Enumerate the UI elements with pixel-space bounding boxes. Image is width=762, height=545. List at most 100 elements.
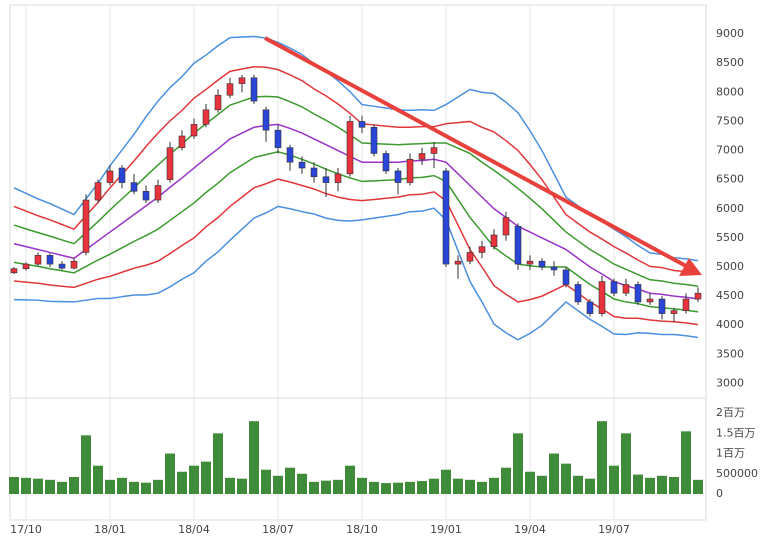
candle-body [262,109,270,131]
y-tick-label: 4000 [716,318,744,331]
volume-bar [45,479,55,494]
x-tick-label: 18/10 [346,523,378,536]
candle-body [694,292,702,300]
volume-bar [441,469,451,494]
volume-bar [681,431,691,494]
candle-body [502,217,510,236]
candle-body [610,281,618,294]
volume-bar [345,465,355,494]
volume-bar [33,478,43,494]
y-tick-label: 5000 [716,260,744,273]
labels: 3000 3500 4000 4500 5000 5500 6000 6500 7000 7500… [10,27,758,536]
band-line [13,150,699,313]
volume-bar [201,461,211,494]
candle-body [22,263,30,270]
candle-body [406,158,414,183]
band-line [13,95,699,287]
x-tick-label: 19/07 [598,523,630,536]
candle-body [82,199,90,253]
candle-body [94,182,102,201]
volume-bar [93,465,103,494]
candles [10,74,702,323]
candle-body [118,167,126,183]
volume-bar [69,477,79,494]
volume-bar [393,482,403,494]
candle-body [418,153,426,160]
y-tick-label: 8500 [716,56,744,69]
volume-bar [489,477,499,494]
candle-body [538,260,546,268]
volume-bar [9,477,19,494]
candle-body [250,77,258,102]
volume-tick-label: 1.5百万 [716,426,756,439]
candle-body [550,266,558,271]
candle-body [586,301,594,314]
volume-bar [117,477,127,494]
y-tick-label: 3000 [716,376,744,389]
y-tick-label: 9000 [716,27,744,40]
candle-body [598,281,606,314]
y-tick-label: 6000 [716,202,744,215]
band-line [13,123,699,300]
volume-bar [501,467,511,494]
volume-bar [141,482,151,494]
candle-body [490,234,498,247]
candle-body [634,284,642,303]
candle-body [454,260,462,265]
bands [13,35,699,341]
volume-bar [693,479,703,494]
candle-body [286,147,294,163]
candle-body [130,182,138,192]
candle-body [10,268,18,274]
volume-bar [165,453,175,494]
volume-bar [573,475,583,494]
y-tick-label: 7500 [716,114,744,127]
candle-body [394,170,402,183]
candle-body [478,246,486,253]
trend-line [264,36,687,268]
volume-bar [297,473,307,494]
candle-body [106,170,114,183]
candle-body [154,185,162,201]
x-tick-label: 19/04 [514,523,546,536]
volume-bar [549,453,559,494]
volume-bar [177,471,187,494]
volume-bar [105,479,115,494]
y-tick-label: 5500 [716,231,744,244]
candle-body [178,135,186,148]
candle-body [310,167,318,178]
candle-body [58,263,66,269]
x-tick-label: 18/01 [94,523,126,536]
candle-body [442,170,450,265]
volume-bar [261,469,271,494]
candle-body [190,124,198,137]
volume-bar [513,433,523,494]
y-tick-label: 4500 [716,289,744,302]
volume-tick-label: 1百万 [716,447,745,460]
candle-body [430,147,438,154]
band-line [13,205,699,341]
y-tick-label: 3500 [716,347,744,360]
candle-body [382,153,390,172]
candle-body [670,310,678,314]
candle-body [142,191,150,201]
grid [25,5,615,520]
volume-tick-label: 2百万 [716,406,745,419]
arrow-head [679,258,702,276]
candle-body [658,298,666,314]
volume-bar [633,474,643,494]
volume-bar [657,475,667,494]
candle-body [346,121,354,175]
volume-bar [669,477,679,494]
volume-bar [129,481,139,494]
trend-arrow [264,36,702,276]
band-line [13,65,699,275]
x-tick-label: 17/10 [10,523,42,536]
candle-body [646,298,654,303]
volume-bar [333,479,343,494]
volume-bar [225,477,235,494]
volume-bar [249,421,259,494]
volume-bar [285,467,295,494]
